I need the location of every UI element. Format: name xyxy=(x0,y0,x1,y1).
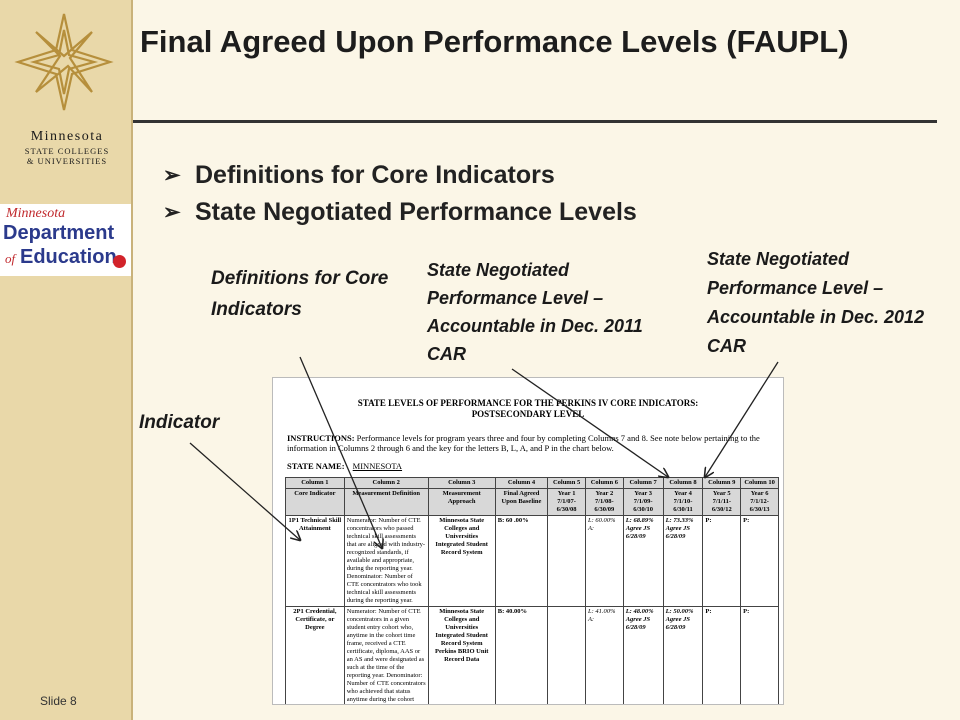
table-header-cell: Core Indicator xyxy=(285,488,345,516)
document-state: STATE NAME: MINNESOTA xyxy=(287,461,402,471)
document-title-line2: POSTSECONDARY LEVEL xyxy=(471,409,585,419)
instructions-label: INSTRUCTIONS: xyxy=(287,433,355,443)
table-column-row: Column 1 Column 2 Column 3 Column 4 Colu… xyxy=(285,477,779,489)
table-cell: P: xyxy=(702,606,742,704)
table-header-cell: Final Agreed Upon Baseline xyxy=(494,488,549,516)
table-cell: L: 50.00% Agree JS 6/28/09 xyxy=(662,606,704,704)
msc-logo-line2: STATE COLLEGES xyxy=(24,146,110,156)
table-header-cell: Measurement Definition xyxy=(343,488,429,516)
document-title-line1: STATE LEVELS OF PERFORMANCE FOR THE PERK… xyxy=(357,398,699,408)
minnesota-star-logo-icon xyxy=(14,13,114,111)
bullet-text: Definitions for Core Indicators xyxy=(195,161,555,189)
table-header-cell: Year 3 7/1/09-6/30/10 xyxy=(622,488,664,516)
mde-logo-education: Education xyxy=(20,246,117,268)
bullet-item: ➢ State Negotiated Performance Levels xyxy=(163,194,637,231)
slide-title: Final Agreed Upon Performance Levels (FA… xyxy=(140,24,849,59)
table-header-cell: Year 4 7/1/10-6/30/11 xyxy=(662,488,704,516)
arrow-bullet-icon: ➢ xyxy=(163,164,181,187)
arrow-indicator xyxy=(189,442,300,540)
state-label: STATE NAME: xyxy=(287,461,345,471)
slide-number: Slide 8 xyxy=(40,694,77,708)
mde-logo xyxy=(0,204,131,276)
bullet-item: ➢ Definitions for Core Indicators xyxy=(163,157,637,194)
table-cell: L: 41.00% A: xyxy=(584,606,624,704)
table-cell: Numerator: Number of CTE concentrators w… xyxy=(343,515,429,607)
table-header-cell: Year 6 7/1/12-6/30/13 xyxy=(740,488,779,516)
table-cell: Minnesota State Colleges and Universitie… xyxy=(427,606,496,704)
table-header-row: Core Indicator Measurement Definition Me… xyxy=(285,488,779,516)
state-value: MINNESOTA xyxy=(352,461,403,471)
table-cell: 2P1 Credential, Certificate, or Degree xyxy=(285,606,345,704)
callout-definitions: Definitions for Core Indicators xyxy=(211,268,389,320)
msc-logo-subtitle: STATE COLLEGES & UNIVERSITIES xyxy=(10,146,124,166)
callout-indicator: Indicator xyxy=(139,412,220,433)
arrow-definitions xyxy=(299,356,382,548)
document-title: STATE LEVELS OF PERFORMANCE FOR THE PERK… xyxy=(273,398,783,420)
msc-logo-name: Minnesota xyxy=(30,129,104,144)
table-cell: L: 48.00% Agree JS 6/28/09 xyxy=(622,606,664,704)
table-row: 2P1 Credential, Certificate, or Degree N… xyxy=(285,606,779,704)
apple-icon xyxy=(113,255,126,268)
mde-logo-minnesota: Minnesota xyxy=(6,206,66,221)
callout-snpl-2011: State Negotiated Performance Level – Acc… xyxy=(427,260,643,364)
table-cell: L: 68.89% Agree JS 6/28/09 xyxy=(622,515,664,607)
bullet-text: State Negotiated Performance Levels xyxy=(195,198,637,226)
arrow-snpl-2012 xyxy=(705,361,779,477)
arrow-bullet-icon: ➢ xyxy=(163,201,181,224)
document-instructions: INSTRUCTIONS: Performance levels for pro… xyxy=(287,433,777,453)
mde-logo-of: of xyxy=(5,251,16,266)
callout-snpl-2012: State Negotiated Performance Level – Acc… xyxy=(707,249,925,356)
title-divider xyxy=(133,120,937,123)
document-image: STATE LEVELS OF PERFORMANCE FOR THE PERK… xyxy=(272,377,784,705)
table-cell: B: 40.00% xyxy=(494,606,549,704)
bullet-list: ➢ Definitions for Core Indicators ➢ Stat… xyxy=(163,157,637,231)
sidebar-divider xyxy=(131,0,133,720)
table-cell: P: xyxy=(740,606,779,704)
arrow-snpl-2011 xyxy=(511,368,668,477)
mde-logo-department: Department xyxy=(3,222,115,244)
table-header-cell: Year 1 7/1/07-6/30/08 xyxy=(547,488,586,516)
table-cell: L: 73.33% Agree JS 6/28/09 xyxy=(662,515,704,607)
msc-logo-line3: & UNIVERSITIES xyxy=(26,156,108,166)
table-cell: P: xyxy=(740,515,779,607)
table-cell xyxy=(547,515,586,607)
instructions-text: Performance levels for program years thr… xyxy=(287,433,760,453)
table-header-cell: Measurement Approach xyxy=(427,488,496,516)
table-cell: Numerator: Number of CTE concentrators i… xyxy=(343,606,429,704)
sidebar xyxy=(0,0,131,720)
